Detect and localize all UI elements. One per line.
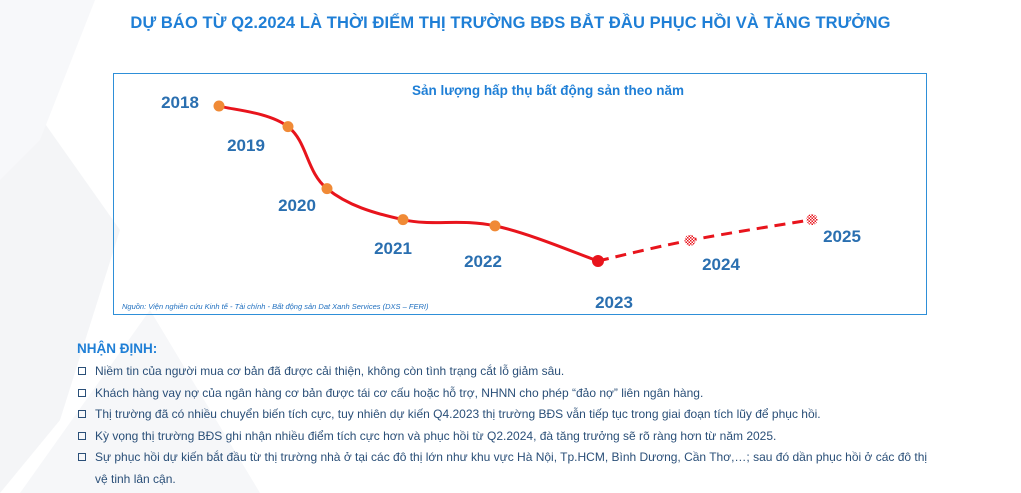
chart-title: Sản lượng hấp thụ bất động sản theo năm: [411, 83, 685, 98]
year-label-2021: 2021: [374, 239, 412, 258]
chart-frame: [113, 73, 927, 315]
checkbox-bullet-icon: [78, 388, 86, 397]
list-item-text: Kỳ vọng thị trường BĐS ghi nhận nhiều đi…: [95, 428, 777, 443]
data-point-2022: [489, 220, 501, 232]
checkbox-bullet-icon: [78, 453, 86, 461]
data-point-2019: [282, 121, 294, 133]
series-actual-line: [218, 104, 599, 263]
data-point-2020: [321, 183, 333, 195]
checkbox-bullet-icon: [78, 431, 86, 440]
analysis-heading: NHẬN ĐỊNH:: [77, 341, 158, 356]
list-item: Niềm tin của người mua cơ bản đã được cả…: [76, 361, 936, 383]
data-point-2024: [684, 234, 696, 246]
list-item: Thị trường đã có nhiều chuyển biến tích …: [76, 404, 936, 426]
list-item-text: Khách hàng vay nợ của ngân hàng cơ bản đ…: [95, 385, 704, 400]
year-label-2020: 2020: [278, 196, 316, 215]
data-point-2018: [213, 100, 225, 112]
list-item-text: Sự phục hồi dự kiến bắt đầu từ thị trườn…: [95, 450, 928, 486]
data-point-2023: [592, 255, 604, 267]
list-item: Khách hàng vay nợ của ngân hàng cơ bản đ…: [76, 383, 936, 405]
year-label-2018: 2018: [161, 93, 199, 112]
year-label-2019: 2019: [227, 136, 265, 155]
chart-source-note: Nguồn: Viện nghiên cứu Kinh tế - Tài chí…: [122, 302, 429, 311]
data-point-2021: [397, 214, 409, 226]
year-label-2025: 2025: [823, 227, 861, 246]
data-point-2025: [806, 214, 818, 226]
checkbox-bullet-icon: [78, 410, 86, 418]
year-label-2024: 2024: [702, 255, 740, 274]
year-label-2022: 2022: [464, 252, 502, 271]
list-item-text: Niềm tin của người mua cơ bản đã được cả…: [95, 364, 565, 378]
page-title: DỰ BÁO TỪ Q2.2024 LÀ THỜI ĐIỂM THỊ TRƯỜN…: [130, 14, 891, 32]
list-item: Sự phục hồi dự kiến bắt đầu từ thị trườn…: [76, 447, 936, 490]
list-item-text: Thị trường đã có nhiều chuyển biến tích …: [95, 407, 821, 421]
checkbox-bullet-icon: [78, 367, 86, 375]
year-label-2023: 2023: [595, 293, 633, 312]
analysis-list: Niềm tin của người mua cơ bản đã được cả…: [76, 361, 936, 490]
list-item: Kỳ vọng thị trường BĐS ghi nhận nhiều đi…: [76, 426, 936, 448]
